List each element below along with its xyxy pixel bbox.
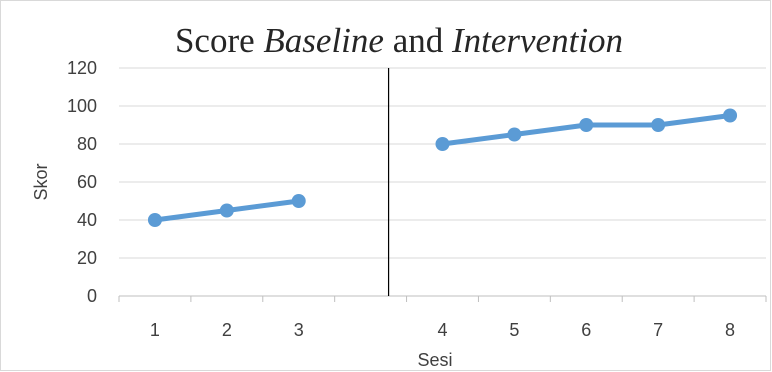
y-tick-label: 60 [77, 172, 97, 192]
y-tick-label: 120 [67, 58, 97, 78]
y-tick-label: 0 [87, 286, 97, 306]
x-tick-label: 5 [509, 320, 519, 340]
y-tick-label: 20 [77, 248, 97, 268]
chart-title-part: Intervention [451, 21, 623, 60]
x-tick-label: 8 [725, 320, 735, 340]
data-point [579, 118, 594, 132]
x-tick-label: 3 [294, 320, 304, 340]
x-tick-label: 1 [150, 320, 160, 340]
data-point [651, 118, 666, 132]
gridlines [119, 67, 766, 259]
data-point [147, 213, 162, 227]
data-point [507, 127, 522, 142]
x-tick-labels: 1 2 3 4 5 6 7 8 [150, 320, 735, 340]
y-tick-label: 100 [67, 96, 97, 116]
chart-title-part: Score [175, 21, 263, 60]
data-point [219, 203, 234, 218]
y-tick-label: 40 [77, 210, 97, 230]
chart-title-part: and [384, 21, 452, 60]
chart-title-part: Baseline [263, 21, 384, 60]
x-tick-label: 6 [581, 320, 591, 340]
series-group [147, 108, 738, 227]
chart-title: Score Baseline and Intervention [175, 21, 623, 60]
x-axis [118, 295, 767, 302]
x-tick-label: 7 [653, 320, 663, 340]
data-point [291, 194, 306, 208]
data-point [435, 137, 450, 151]
y-tick-labels: 0 20 40 60 80 100 120 [67, 58, 97, 306]
x-axis-title: Sesi [417, 350, 452, 370]
data-point [723, 108, 738, 123]
x-tick-label: 2 [222, 320, 232, 340]
y-tick-label: 80 [77, 134, 97, 154]
y-axis-title: Skor [31, 163, 51, 200]
x-tick-label: 4 [437, 320, 447, 340]
